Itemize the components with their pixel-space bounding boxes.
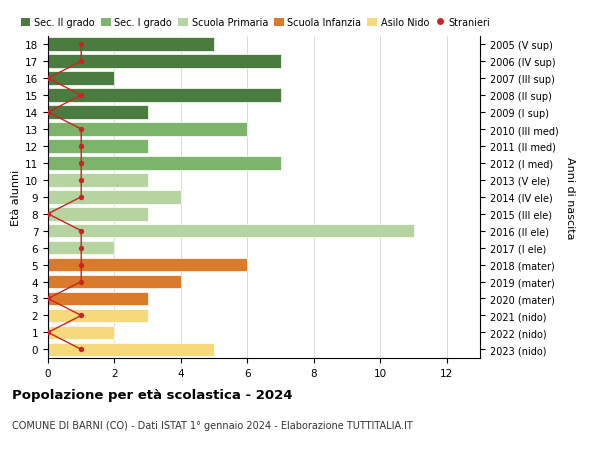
Bar: [48, 326, 115, 339]
Point: [76, 278, 86, 285]
Text: COMUNE DI BARNI (CO) - Dati ISTAT 1° gennaio 2024 - Elaborazione TUTTITALIA.IT: COMUNE DI BARNI (CO) - Dati ISTAT 1° gen…: [12, 420, 413, 430]
Text: Popolazione per età scolastica - 2024: Popolazione per età scolastica - 2024: [12, 388, 293, 401]
Point: [43, 295, 53, 302]
Bar: [48, 275, 181, 289]
Point: [43, 211, 53, 218]
Point: [76, 261, 86, 269]
Bar: [48, 106, 148, 120]
Legend: Sec. II grado, Sec. I grado, Scuola Primaria, Scuola Infanzia, Asilo Nido, Stran: Sec. II grado, Sec. I grado, Scuola Prim…: [17, 14, 494, 32]
Point: [76, 245, 86, 252]
Bar: [48, 224, 413, 238]
Point: [76, 41, 86, 49]
Point: [76, 346, 86, 353]
Bar: [48, 140, 148, 153]
Point: [76, 143, 86, 150]
Point: [76, 312, 86, 319]
Bar: [48, 174, 148, 187]
Bar: [48, 89, 281, 103]
Point: [76, 228, 86, 235]
Point: [76, 92, 86, 100]
Point: [43, 109, 53, 117]
Point: [76, 126, 86, 134]
Point: [76, 177, 86, 184]
Bar: [48, 157, 281, 170]
Bar: [48, 241, 115, 255]
Bar: [48, 343, 214, 356]
Y-axis label: Anni di nascita: Anni di nascita: [565, 156, 575, 239]
Bar: [48, 72, 115, 86]
Bar: [48, 190, 181, 204]
Bar: [48, 123, 247, 136]
Point: [43, 329, 53, 336]
Point: [76, 58, 86, 66]
Point: [76, 194, 86, 201]
Bar: [48, 207, 148, 221]
Bar: [48, 309, 148, 323]
Point: [43, 75, 53, 83]
Y-axis label: Età alunni: Età alunni: [11, 169, 21, 225]
Bar: [48, 39, 214, 52]
Bar: [48, 292, 148, 306]
Bar: [48, 56, 281, 69]
Bar: [48, 258, 247, 272]
Point: [76, 160, 86, 167]
